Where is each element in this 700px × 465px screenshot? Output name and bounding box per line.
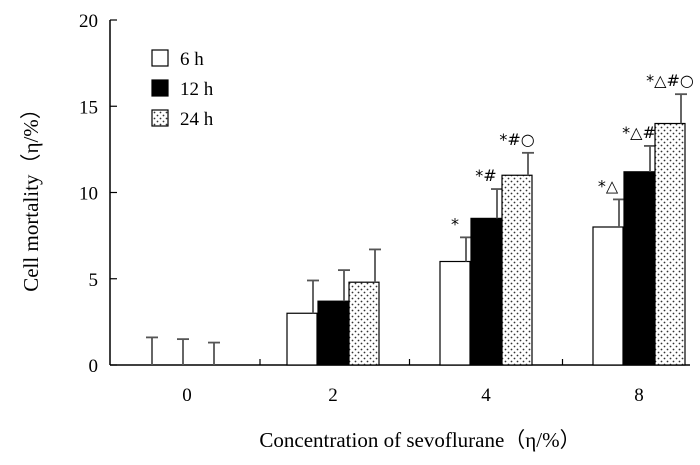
significance-label: * <box>451 214 459 233</box>
legend-swatch <box>151 109 169 127</box>
x-tick-label: 8 <box>634 385 644 406</box>
significance-label: *#○ <box>499 130 534 149</box>
legend: 6 h 12 h 24 h <box>151 49 214 130</box>
legend-swatch <box>151 49 169 67</box>
significance-label: *△ <box>598 176 619 195</box>
bar <box>501 174 533 366</box>
bar <box>286 312 318 366</box>
bar <box>348 281 380 366</box>
bar <box>654 122 686 366</box>
legend-label: 12 h <box>180 79 214 100</box>
bar <box>592 226 624 366</box>
x-axis-title: Concentration of sevoflurane（η/%） <box>259 428 580 452</box>
y-tick-label: 5 <box>89 270 99 291</box>
x-tick-label: 0 <box>182 385 192 406</box>
bar <box>623 171 655 366</box>
legend-label: 24 h <box>180 109 214 130</box>
legend-label: 6 h <box>180 49 204 70</box>
bar <box>470 217 502 366</box>
plot-area: 0 5 10 15 20 0 2 4 8 * *△ *# *△# *#○ *△#○ <box>79 11 694 406</box>
significance-label: *△#○ <box>646 71 694 90</box>
y-tick-label: 10 <box>79 184 98 205</box>
significance-label: *△# <box>622 123 656 142</box>
bar <box>439 260 471 366</box>
y-axis-title: Cell mortality（η/%） <box>19 98 43 292</box>
x-tick-label: 4 <box>481 385 491 406</box>
bar <box>317 300 349 366</box>
x-tick-label: 2 <box>328 385 338 406</box>
y-tick-label: 15 <box>79 97 98 118</box>
legend-swatch <box>151 79 169 97</box>
significance-label: *# <box>475 166 496 185</box>
y-tick-label: 0 <box>89 356 99 377</box>
y-tick-label: 20 <box>79 11 98 32</box>
